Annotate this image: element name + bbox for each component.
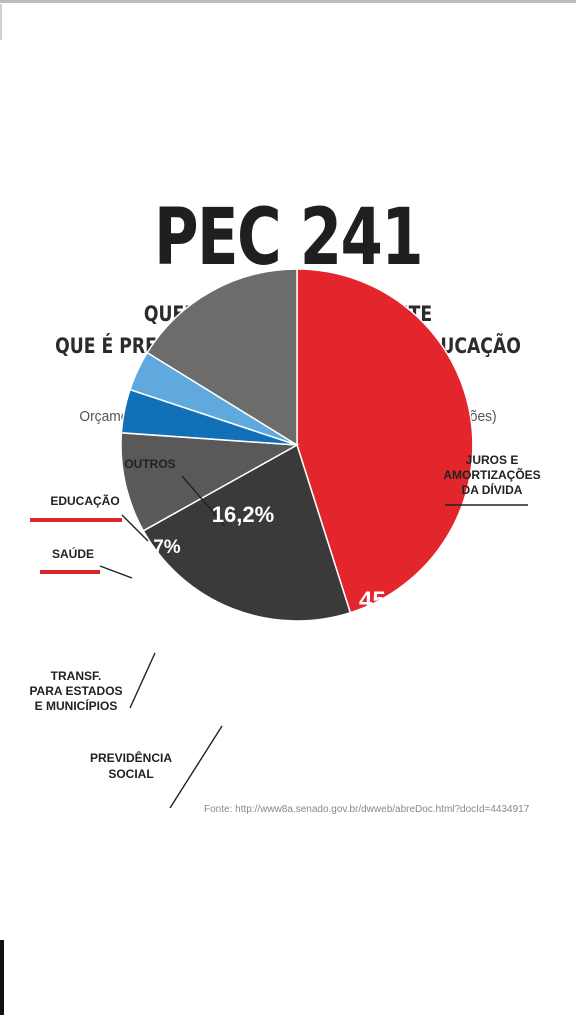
category-label-juros: DA DÍVIDA: [462, 482, 523, 497]
category-label-educacao: EDUCAÇÃO: [50, 493, 119, 508]
leader-line-previdencia: [169, 725, 223, 809]
pie-slice-juros: [296, 268, 474, 614]
source-note: Fonte: http://www8a.senado.gov.br/dwweb/…: [204, 804, 530, 815]
value-label-previdencia: 21,8%: [231, 684, 299, 711]
top-border: [0, 0, 576, 3]
pie-slice-outros: [146, 268, 298, 447]
poster-title: PEC 241: [153, 193, 424, 283]
category-label-previdencia: PREVIDÊNCIA: [90, 750, 172, 765]
category-label-transf: TRANSF.: [51, 669, 102, 683]
value-sublabel-juros: (R$ 978 BI): [352, 625, 435, 642]
category-label-transf: E MUNICÍPIOS: [35, 698, 118, 713]
leader-line-saude: [99, 565, 133, 579]
category-label-juros: JUROS E: [466, 453, 519, 467]
pie-slice-previdencia: [142, 443, 352, 622]
category-label-transf: PARA ESTADOS: [29, 684, 122, 698]
value-label-juros: 45,1%: [359, 587, 427, 614]
left-edge-bar: [0, 940, 4, 1015]
category-label-juros: AMORTIZAÇÕES: [443, 467, 540, 482]
category-label-saude: SAÚDE: [52, 546, 94, 561]
left-edge-mark: [0, 4, 2, 40]
value-label-saude: 4,0%: [141, 576, 184, 597]
pie-slice-transf: [120, 431, 300, 532]
value-label-transf: 9,2%: [170, 618, 220, 643]
leader-line-educacao: [121, 514, 149, 542]
value-label-educacao: 3,7%: [137, 537, 180, 558]
leader-line-transf: [129, 652, 156, 709]
leader-line-outros: [181, 475, 226, 527]
category-label-outros: OUTROS: [124, 457, 175, 471]
category-label-previdencia: SOCIAL: [108, 767, 153, 781]
value-label-outros: 16,2%: [212, 502, 274, 527]
pie-chart: 45,1% (R$ 978 BI) 21,8% 9,2% 4,0% 3,7% 16,2% JU…: [29, 268, 541, 809]
